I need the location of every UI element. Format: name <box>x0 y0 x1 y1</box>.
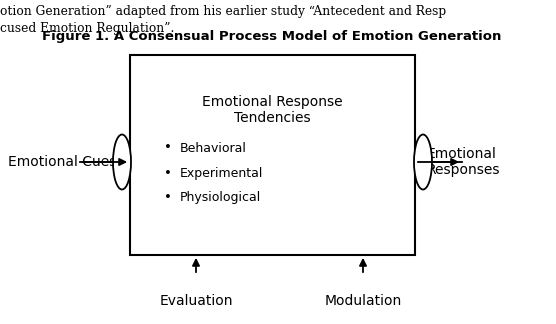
Text: •: • <box>164 167 172 179</box>
Text: •: • <box>164 191 172 204</box>
Text: Behavioral: Behavioral <box>180 142 247 155</box>
Ellipse shape <box>414 134 432 190</box>
Ellipse shape <box>113 134 131 190</box>
Text: Experimental: Experimental <box>180 167 264 179</box>
Text: otion Generation” adapted from his earlier study “Antecedent and Resp: otion Generation” adapted from his earli… <box>0 5 446 18</box>
Bar <box>130 55 415 255</box>
Text: Figure 1. A Consensual Process Model of Emotion Generation: Figure 1. A Consensual Process Model of … <box>42 30 502 43</box>
Text: •: • <box>164 142 172 155</box>
Text: cused Emotion Regulation”.: cused Emotion Regulation”. <box>0 22 175 35</box>
Text: Emotional
Responses: Emotional Responses <box>427 147 500 177</box>
Text: Physiological: Physiological <box>180 191 261 204</box>
Text: Modulation: Modulation <box>324 294 401 308</box>
Text: Emotional Response
Tendencies: Emotional Response Tendencies <box>202 95 342 125</box>
Text: Evaluation: Evaluation <box>159 294 233 308</box>
Text: Emotional Cues: Emotional Cues <box>8 155 116 169</box>
